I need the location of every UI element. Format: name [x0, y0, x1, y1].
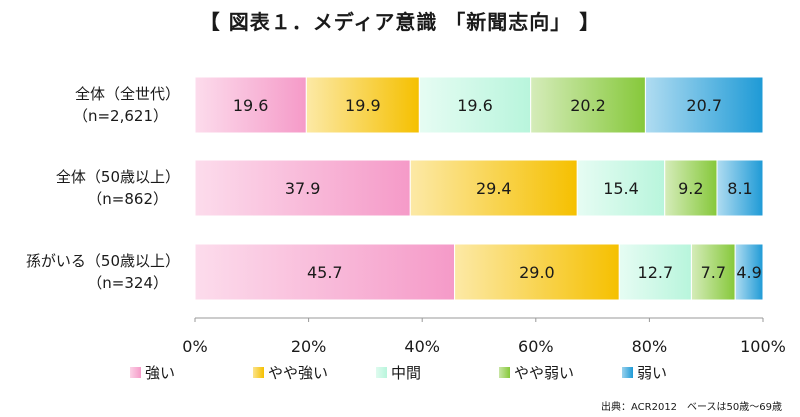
category-count-label: （n=862）: [87, 190, 168, 208]
value-label: 8.1: [727, 179, 752, 198]
legend-item: やや強い: [253, 362, 376, 382]
x-tick-label: 100%: [740, 337, 786, 356]
legend-swatch: [376, 366, 387, 378]
legend-label: やや強い: [268, 363, 329, 382]
category-label: 孫がいる（50歳以上）: [26, 252, 180, 270]
legend-label: 中間: [391, 363, 422, 382]
bar-segment: [418, 76, 532, 134]
legend-swatch: [253, 366, 264, 378]
x-axis: 0% 20% 40% 60% 80% 100%: [182, 317, 786, 356]
legend-label: 弱い: [637, 363, 668, 382]
value-label: 4.9: [736, 263, 761, 282]
value-label: 29.0: [519, 263, 555, 282]
legend-swatch: [130, 366, 141, 378]
category-labels: 全体（全世代） （n=2,621） 全体（50歳以上） （n=862） 孫がいる（50歳…: [26, 85, 180, 292]
source-note: 出典：ACR2012 ベースは50歳～69歳: [601, 402, 782, 413]
bar-segment: [194, 76, 307, 134]
value-label: 45.7: [307, 263, 343, 282]
bar-segment: [409, 159, 578, 217]
bar-segment: [194, 243, 456, 301]
bar-segment: [618, 243, 692, 301]
bar-segment: [454, 243, 620, 301]
x-tick-label: 0%: [182, 337, 207, 356]
value-label: 19.9: [345, 96, 381, 115]
legend-item: やや弱い: [499, 362, 622, 382]
legend-item: 中間: [376, 362, 499, 382]
category-label: 全体（50歳以上）: [56, 168, 180, 186]
legend-label: 強い: [145, 363, 176, 382]
value-label: 15.4: [603, 179, 639, 198]
bar-segment: [690, 243, 736, 301]
category-count-label: （n=324）: [87, 274, 168, 292]
value-label: 19.6: [233, 96, 269, 115]
value-label: 37.9: [285, 179, 321, 198]
legend-label: やや弱い: [514, 363, 575, 382]
category-label: 全体（全世代）: [75, 85, 180, 103]
value-label: 29.4: [476, 179, 512, 198]
legend-swatch: [499, 366, 510, 378]
stacked-bar-chart: 19.6 19.9 19.6 20.2 20.7 37.9 29.4 15.4 9.2 8.1 45…: [26, 76, 786, 356]
value-label: 9.2: [678, 179, 703, 198]
legend-item: 強い: [130, 362, 253, 382]
bar-segment: [734, 243, 764, 301]
bar-segment: [664, 159, 718, 217]
x-tick-label: 60%: [518, 337, 554, 356]
value-label: 19.6: [457, 96, 493, 115]
legend-item: 弱い: [622, 362, 745, 382]
bar-segment: [644, 76, 764, 134]
bar-segment: [716, 159, 764, 217]
value-label: 20.2: [570, 96, 606, 115]
bar-segment: [576, 159, 666, 217]
legend-swatch: [622, 366, 633, 378]
bar-segment: [194, 159, 411, 217]
bar-segment: [530, 76, 646, 134]
x-tick-label: 20%: [291, 337, 327, 356]
legend: 強い やや強い 中間 やや弱い 弱い: [130, 362, 745, 382]
bar-segment: [305, 76, 420, 134]
category-count-label: （n=2,621）: [73, 107, 168, 125]
value-label: 20.7: [686, 96, 722, 115]
value-label: 12.7: [638, 263, 674, 282]
chart-title: 【 図表１．メディア意識 「新聞志向」 】: [199, 10, 601, 34]
value-label: 7.7: [701, 263, 726, 282]
bars-group: 19.6 19.9 19.6 20.2 20.7 37.9 29.4 15.4 9.2 8.1 45…: [194, 76, 764, 301]
x-tick-label: 80%: [632, 337, 668, 356]
x-tick-label: 40%: [404, 337, 440, 356]
